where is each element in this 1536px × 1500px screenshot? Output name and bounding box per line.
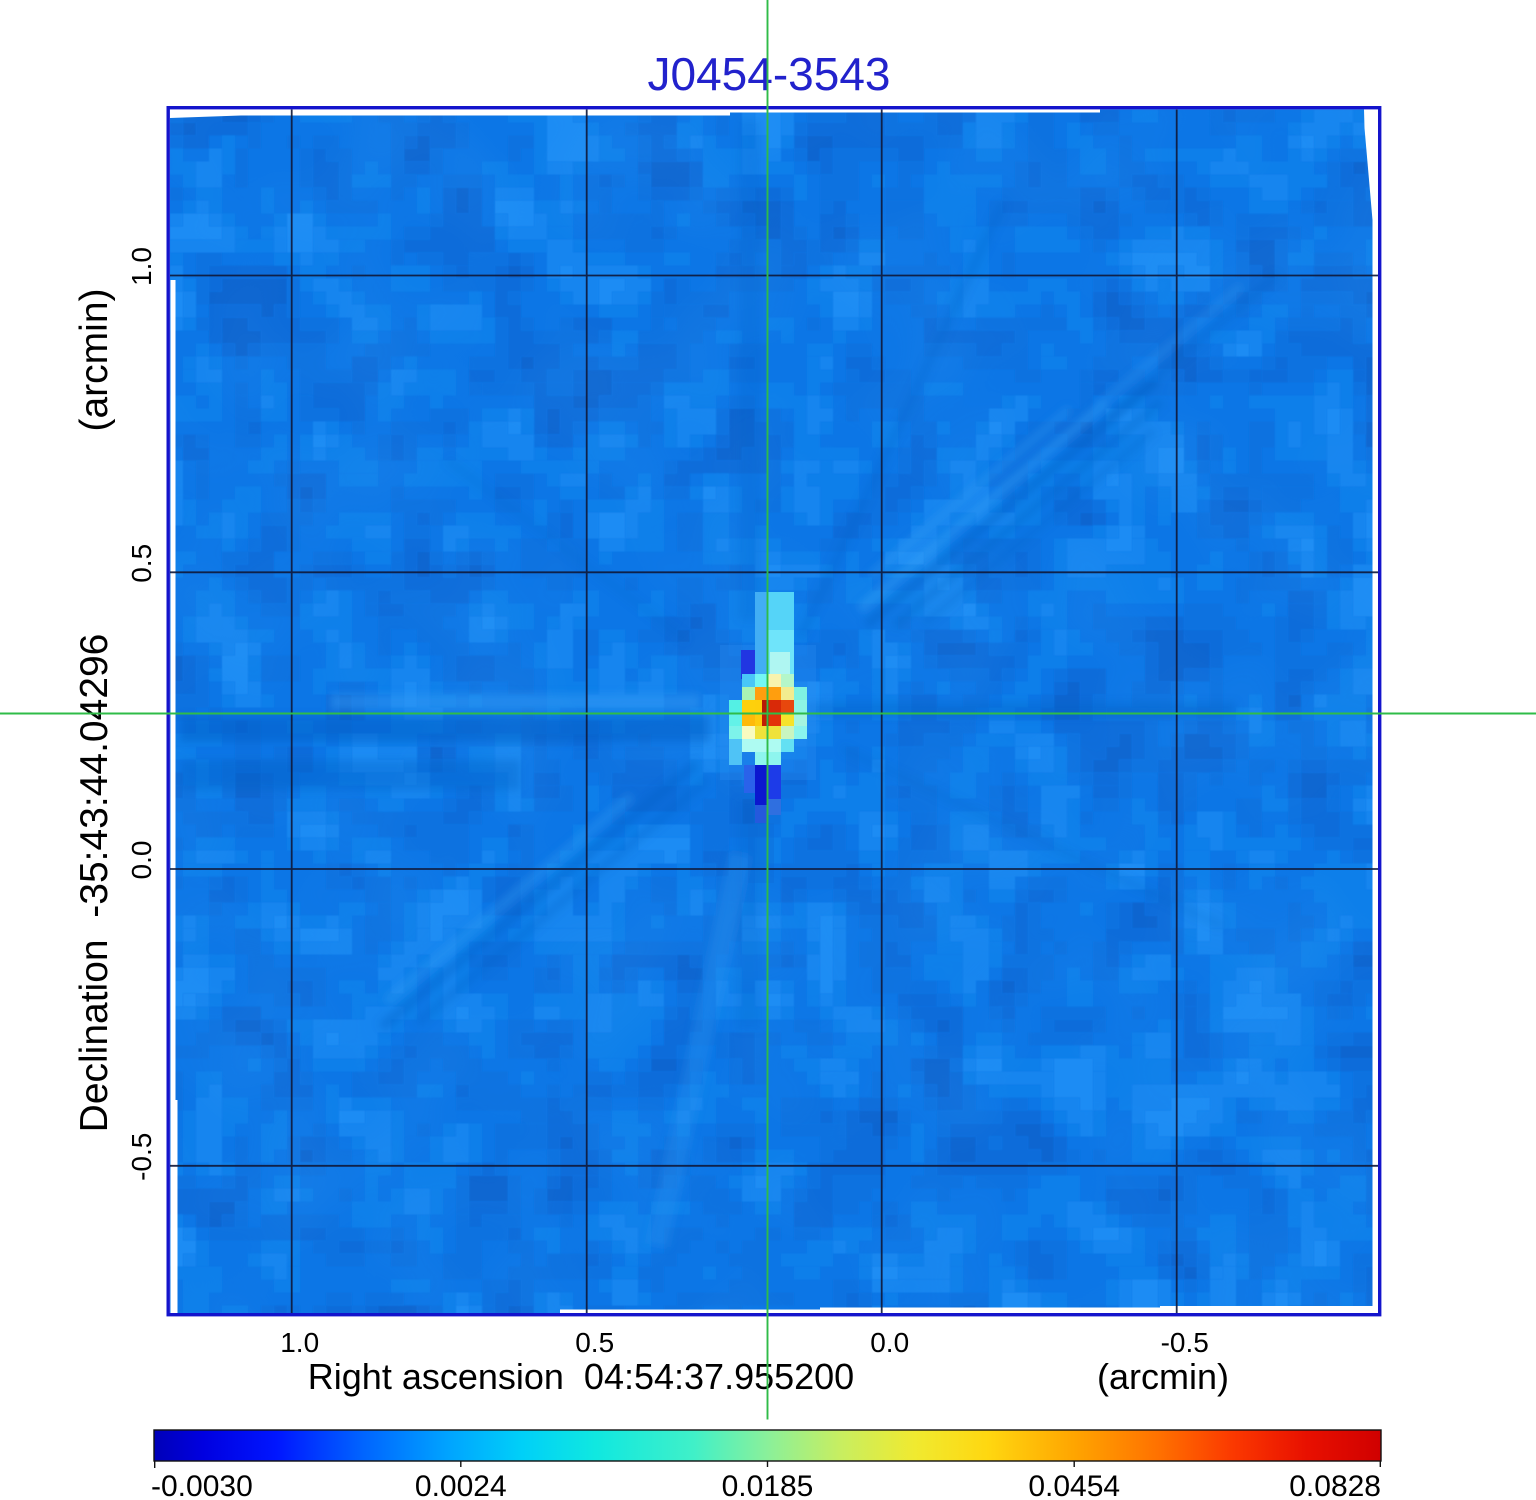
svg-text:Right ascension 04:54:37.9552: Right ascension 04:54:37.955200 bbox=[308, 1356, 854, 1397]
svg-text:0.5: 0.5 bbox=[575, 1327, 614, 1358]
svg-text:0.0: 0.0 bbox=[870, 1327, 909, 1358]
svg-text:0.0024: 0.0024 bbox=[415, 1470, 507, 1500]
svg-text:-0.5: -0.5 bbox=[126, 1133, 157, 1181]
svg-text:0.0: 0.0 bbox=[126, 841, 157, 880]
svg-text:1.0: 1.0 bbox=[126, 247, 157, 286]
svg-text:0.0828: 0.0828 bbox=[1289, 1470, 1381, 1500]
svg-text:(arcmin): (arcmin) bbox=[73, 289, 116, 432]
svg-text:0.0454: 0.0454 bbox=[1028, 1470, 1120, 1500]
svg-text:-0.5: -0.5 bbox=[1161, 1327, 1209, 1358]
svg-text:1.0: 1.0 bbox=[280, 1327, 319, 1358]
svg-text:(arcmin): (arcmin) bbox=[1097, 1356, 1229, 1397]
svg-text:J0454-3543: J0454-3543 bbox=[648, 48, 891, 100]
svg-text:Declination -35:43:44.04296: Declination -35:43:44.04296 bbox=[73, 634, 116, 1133]
svg-text:0.0185: 0.0185 bbox=[722, 1470, 814, 1500]
svg-text:-0.0030: -0.0030 bbox=[151, 1470, 253, 1500]
svg-text:0.5: 0.5 bbox=[126, 544, 157, 583]
